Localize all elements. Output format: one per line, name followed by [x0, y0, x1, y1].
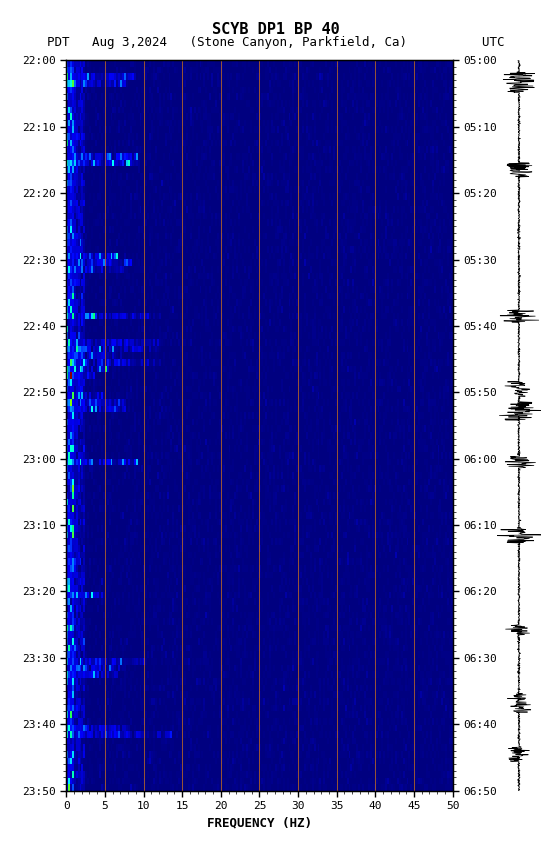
- X-axis label: FREQUENCY (HZ): FREQUENCY (HZ): [207, 816, 312, 829]
- Text: SCYB DP1 BP 40: SCYB DP1 BP 40: [212, 22, 340, 36]
- Text: PDT   Aug 3,2024   (Stone Canyon, Parkfield, Ca)          UTC: PDT Aug 3,2024 (Stone Canyon, Parkfield,…: [47, 36, 505, 49]
